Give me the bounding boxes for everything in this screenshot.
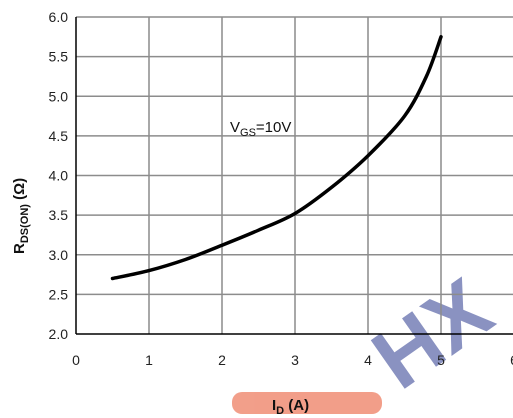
watermark: HX: [232, 260, 509, 414]
y-tick-label: 3.0: [49, 247, 69, 263]
y-tick-label: 6.0: [49, 9, 69, 25]
annotation-vgs: VGS=10V: [230, 119, 291, 139]
y-tick-label: 3.5: [49, 207, 69, 223]
y-tick-labels: 2.0 2.5 3.0 3.5 4.0 4.5 5.0 5.5 6.0: [49, 9, 69, 342]
x-tick-label: 5: [437, 352, 445, 368]
x-tick-label: 3: [291, 352, 299, 368]
x-tick-label: 4: [364, 352, 372, 368]
y-tick-label: 2.5: [49, 286, 69, 302]
plot-frame: [75, 17, 513, 335]
y-tick-label: 5.5: [49, 49, 69, 65]
y-tick-label: 5.0: [49, 88, 69, 104]
x-tick-label: 0: [72, 352, 80, 368]
y-axis-title: RDS(ON) (Ω): [11, 178, 31, 254]
x-tick-label: 6: [510, 352, 513, 368]
watermark-accent: [232, 392, 382, 414]
grid: [76, 16, 513, 334]
series-line: [110, 35, 443, 281]
x-tick-labels: 0 1 2 3 4 5 6: [72, 352, 513, 368]
series-group: [110, 35, 443, 281]
x-tick-label: 2: [218, 352, 226, 368]
y-tick-label: 4.0: [49, 168, 69, 184]
x-axis-title: ID (A): [272, 397, 309, 417]
y-tick-label: 4.5: [49, 128, 69, 144]
x-tick-label: 1: [145, 352, 153, 368]
y-tick-label: 2.0: [49, 326, 69, 342]
